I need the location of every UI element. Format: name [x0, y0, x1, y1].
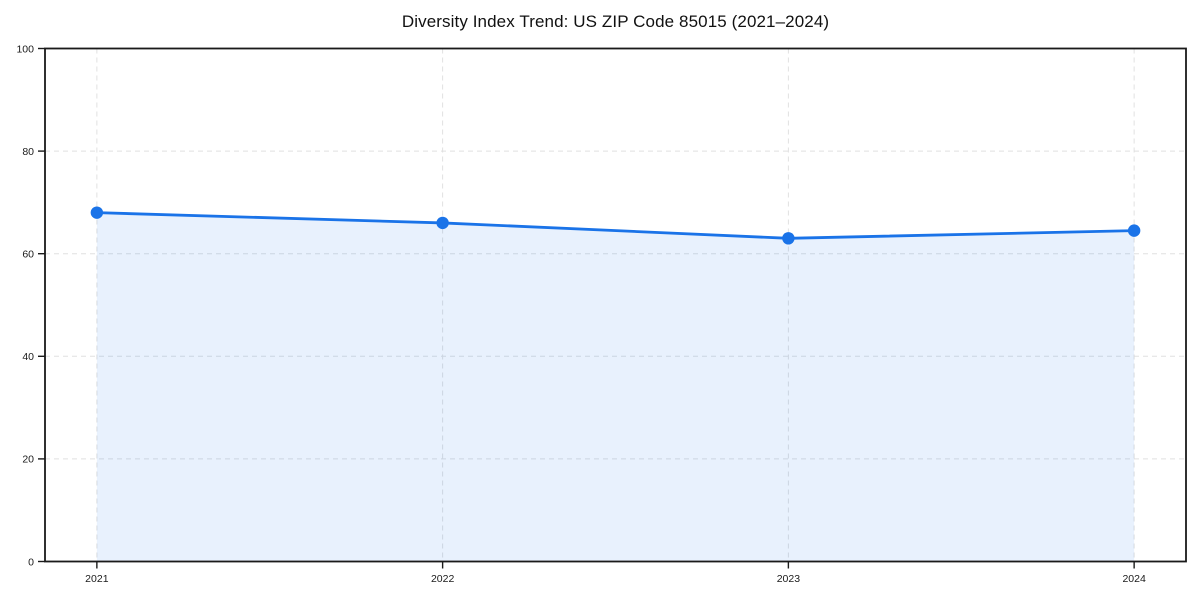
y-tick-label: 80	[22, 146, 34, 158]
y-tick-label: 60	[22, 249, 34, 261]
x-tick-label: 2021	[85, 573, 109, 585]
x-tick-label: 2022	[431, 573, 455, 585]
y-tick-label: 20	[22, 454, 34, 466]
x-tick-label: 2024	[1122, 573, 1146, 585]
data-point-2022	[436, 216, 449, 230]
data-point-2023	[782, 232, 795, 245]
x-tick-label: 2023	[777, 573, 801, 585]
area-fill	[96, 212, 1135, 562]
plot-border	[44, 47, 1187, 563]
y-tick-label: 40	[22, 351, 34, 363]
y-tick-label: 0	[28, 556, 34, 568]
y-tick-label: 100	[16, 43, 34, 55]
data-point-2024	[1127, 224, 1141, 237]
data-point-2021	[90, 206, 104, 219]
trend-line	[95, 211, 1136, 240]
chart-title: Diversity Index Trend: US ZIP Code 85015…	[401, 12, 830, 31]
